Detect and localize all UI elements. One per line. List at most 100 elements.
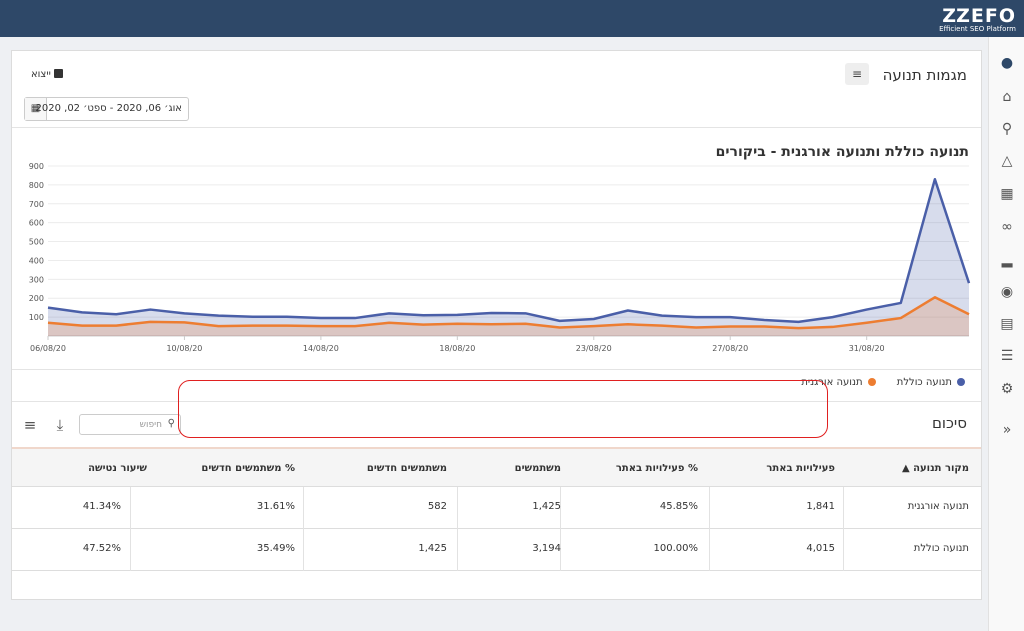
- cell-new-users: 1,425: [418, 543, 447, 554]
- signal-icon[interactable]: ▂: [1001, 252, 1013, 268]
- x-tick-label: 10/08/20: [166, 344, 202, 353]
- cell-bounce-rate: 47.52%: [82, 543, 121, 554]
- legend-label-organic: תנועה אורגנית: [801, 377, 863, 388]
- cell-divider: [560, 529, 561, 571]
- cell-users: 1,425: [532, 501, 561, 512]
- cell-sessions-pct: 100.00%: [653, 543, 699, 554]
- cell-divider: [709, 487, 710, 529]
- y-tick-label: 400: [29, 256, 44, 265]
- series-line-total: [47, 177, 971, 324]
- divider: [12, 401, 981, 402]
- link-icon[interactable]: ∞: [1001, 219, 1013, 235]
- divider: [12, 369, 981, 370]
- zefo-logo[interactable]: Z ZEFO Efficient SEO Platform: [906, 3, 1016, 35]
- x-tick-label: 14/08/20: [303, 344, 339, 353]
- calendar-icon: ▦: [25, 98, 47, 120]
- y-tick-label: 700: [29, 200, 44, 209]
- cell-new-users-pct: 31.61%: [256, 501, 295, 512]
- zefo-logo-mark: Z: [942, 5, 956, 27]
- table-row: תנועה כוללת 4,015 100.00% 3,194 1,425 35…: [12, 529, 981, 571]
- right-sidebar: ● ⌂ ⚲ △ ▦ ∞ ▂ ◉ ▤ ☰ ⚙ »: [988, 37, 1024, 631]
- legend-label-total: תנועה כוללת: [896, 377, 952, 388]
- date-range-text: אוג׳ 06, 2020 - ספט׳ 02, 2020: [35, 103, 183, 114]
- bar-chart-icon[interactable]: ▤: [1000, 316, 1014, 332]
- x-tick-label: 31/08/20: [849, 344, 885, 353]
- y-tick-label: 100: [29, 313, 44, 322]
- cell-new-users-pct: 35.49%: [256, 543, 295, 554]
- series-line-organic: [47, 296, 970, 330]
- legend-dot-total: [957, 378, 965, 386]
- column-header-new-users[interactable]: משתמשים חדשים: [366, 463, 447, 474]
- gear-icon[interactable]: ⚙: [1000, 381, 1014, 397]
- search-input[interactable]: [84, 417, 162, 432]
- y-tick-label: 600: [29, 219, 44, 228]
- column-header-sessions[interactable]: פעילויות באתר: [766, 463, 835, 474]
- table-row: תנועה אורגנית 1,841 45.85% 1,425 582 31.…: [12, 487, 981, 529]
- sitemap-icon[interactable]: ▦: [1000, 186, 1014, 202]
- legend-item-total[interactable]: תנועה כוללת: [897, 377, 965, 388]
- chart-title: תנועה כוללת ותנועה אורגנית - ביקורים: [715, 144, 969, 160]
- legend-dot-organic: [867, 378, 876, 386]
- y-tick-label: 300: [29, 275, 44, 284]
- y-tick-label: 900: [29, 162, 44, 171]
- zefo-logo-name: ZEFO: [956, 5, 1016, 27]
- x-tick-label: 06/08/20: [30, 344, 66, 353]
- date-range-picker[interactable]: ▦ אוג׳ 06, 2020 - ספט׳ 02, 2020: [24, 97, 189, 121]
- summary-title: סיכום: [931, 414, 967, 432]
- sort-icon: ▲: [901, 463, 910, 474]
- column-header-bounce-rate[interactable]: שיעור נטישה: [88, 463, 147, 474]
- divider: [12, 127, 981, 128]
- cell-divider: [843, 487, 844, 529]
- traffic-area-chart: 100 200 300 400 500 600 700 800 900 06/08/20 10/08…: [29, 162, 971, 353]
- cell-divider: [457, 529, 458, 571]
- legend-item-organic[interactable]: תנועה אורגנית: [801, 377, 876, 388]
- column-header-new-users-pct[interactable]: % משתמשים חדשים: [201, 463, 295, 474]
- cell-users: 3,194: [532, 543, 561, 554]
- search-box: ⚲: [79, 414, 181, 435]
- cell-divider: [130, 529, 131, 571]
- sliders-icon[interactable]: ≡: [845, 63, 869, 85]
- server-icon[interactable]: ☰: [1000, 348, 1014, 364]
- cell-sessions-pct: 45.85%: [659, 501, 698, 512]
- cell-divider: [457, 487, 458, 529]
- eye-icon[interactable]: ◉: [1000, 284, 1014, 300]
- cell-bounce-rate: 41.34%: [82, 501, 121, 512]
- cell-sessions: 4,015: [806, 543, 835, 554]
- cell-divider: [843, 529, 844, 571]
- export-label: ייצוא: [31, 69, 51, 80]
- chart-legend: תנועה כוללת תנועה אורגנית: [783, 377, 965, 388]
- column-header-source-label: מקור תנועה: [913, 463, 969, 474]
- home-icon[interactable]: ⌂: [1002, 89, 1012, 105]
- double-chevron-icon[interactable]: »: [1002, 422, 1012, 438]
- cell-source: תנועה אורגנית: [907, 501, 969, 512]
- y-tick-label: 200: [29, 294, 44, 303]
- search-icon: ⚲: [167, 418, 175, 429]
- key-icon[interactable]: ⚲: [1001, 121, 1013, 137]
- page-title: מגמות תנועה: [882, 66, 967, 84]
- y-tick-label: 500: [29, 238, 44, 247]
- cell-divider: [303, 529, 304, 571]
- column-header-users[interactable]: משתמשים: [514, 463, 561, 474]
- external-link-icon: [53, 69, 63, 78]
- cell-divider: [303, 487, 304, 529]
- cell-divider: [560, 487, 561, 529]
- export-button[interactable]: ייצוא: [31, 69, 63, 80]
- columns-settings-icon[interactable]: ≡: [23, 416, 37, 434]
- cell-new-users: 582: [427, 501, 447, 512]
- top-bar: Z ZEFO Efficient SEO Platform: [0, 0, 1024, 37]
- x-tick-label: 23/08/20: [576, 344, 612, 353]
- table-header: מקור תנועה ▲ פעילויות באתר % פעילויות בא…: [12, 447, 981, 487]
- download-icon[interactable]: ⤓: [56, 416, 64, 434]
- globe-icon[interactable]: ●: [1000, 55, 1014, 71]
- x-tick-label: 18/08/20: [439, 344, 475, 353]
- flask-icon[interactable]: △: [1001, 153, 1013, 169]
- x-tick-label: 27/08/20: [712, 344, 748, 353]
- zefo-tagline: Efficient SEO Platform: [939, 25, 1016, 33]
- cell-divider: [709, 529, 710, 571]
- highlight-annotation: [178, 380, 828, 438]
- cell-source: תנועה כוללת: [913, 543, 969, 554]
- cell-divider: [130, 487, 131, 529]
- column-header-sessions-pct[interactable]: % פעילויות באתר: [615, 463, 698, 474]
- column-header-source[interactable]: מקור תנועה ▲: [902, 463, 969, 474]
- cell-sessions: 1,841: [806, 501, 835, 512]
